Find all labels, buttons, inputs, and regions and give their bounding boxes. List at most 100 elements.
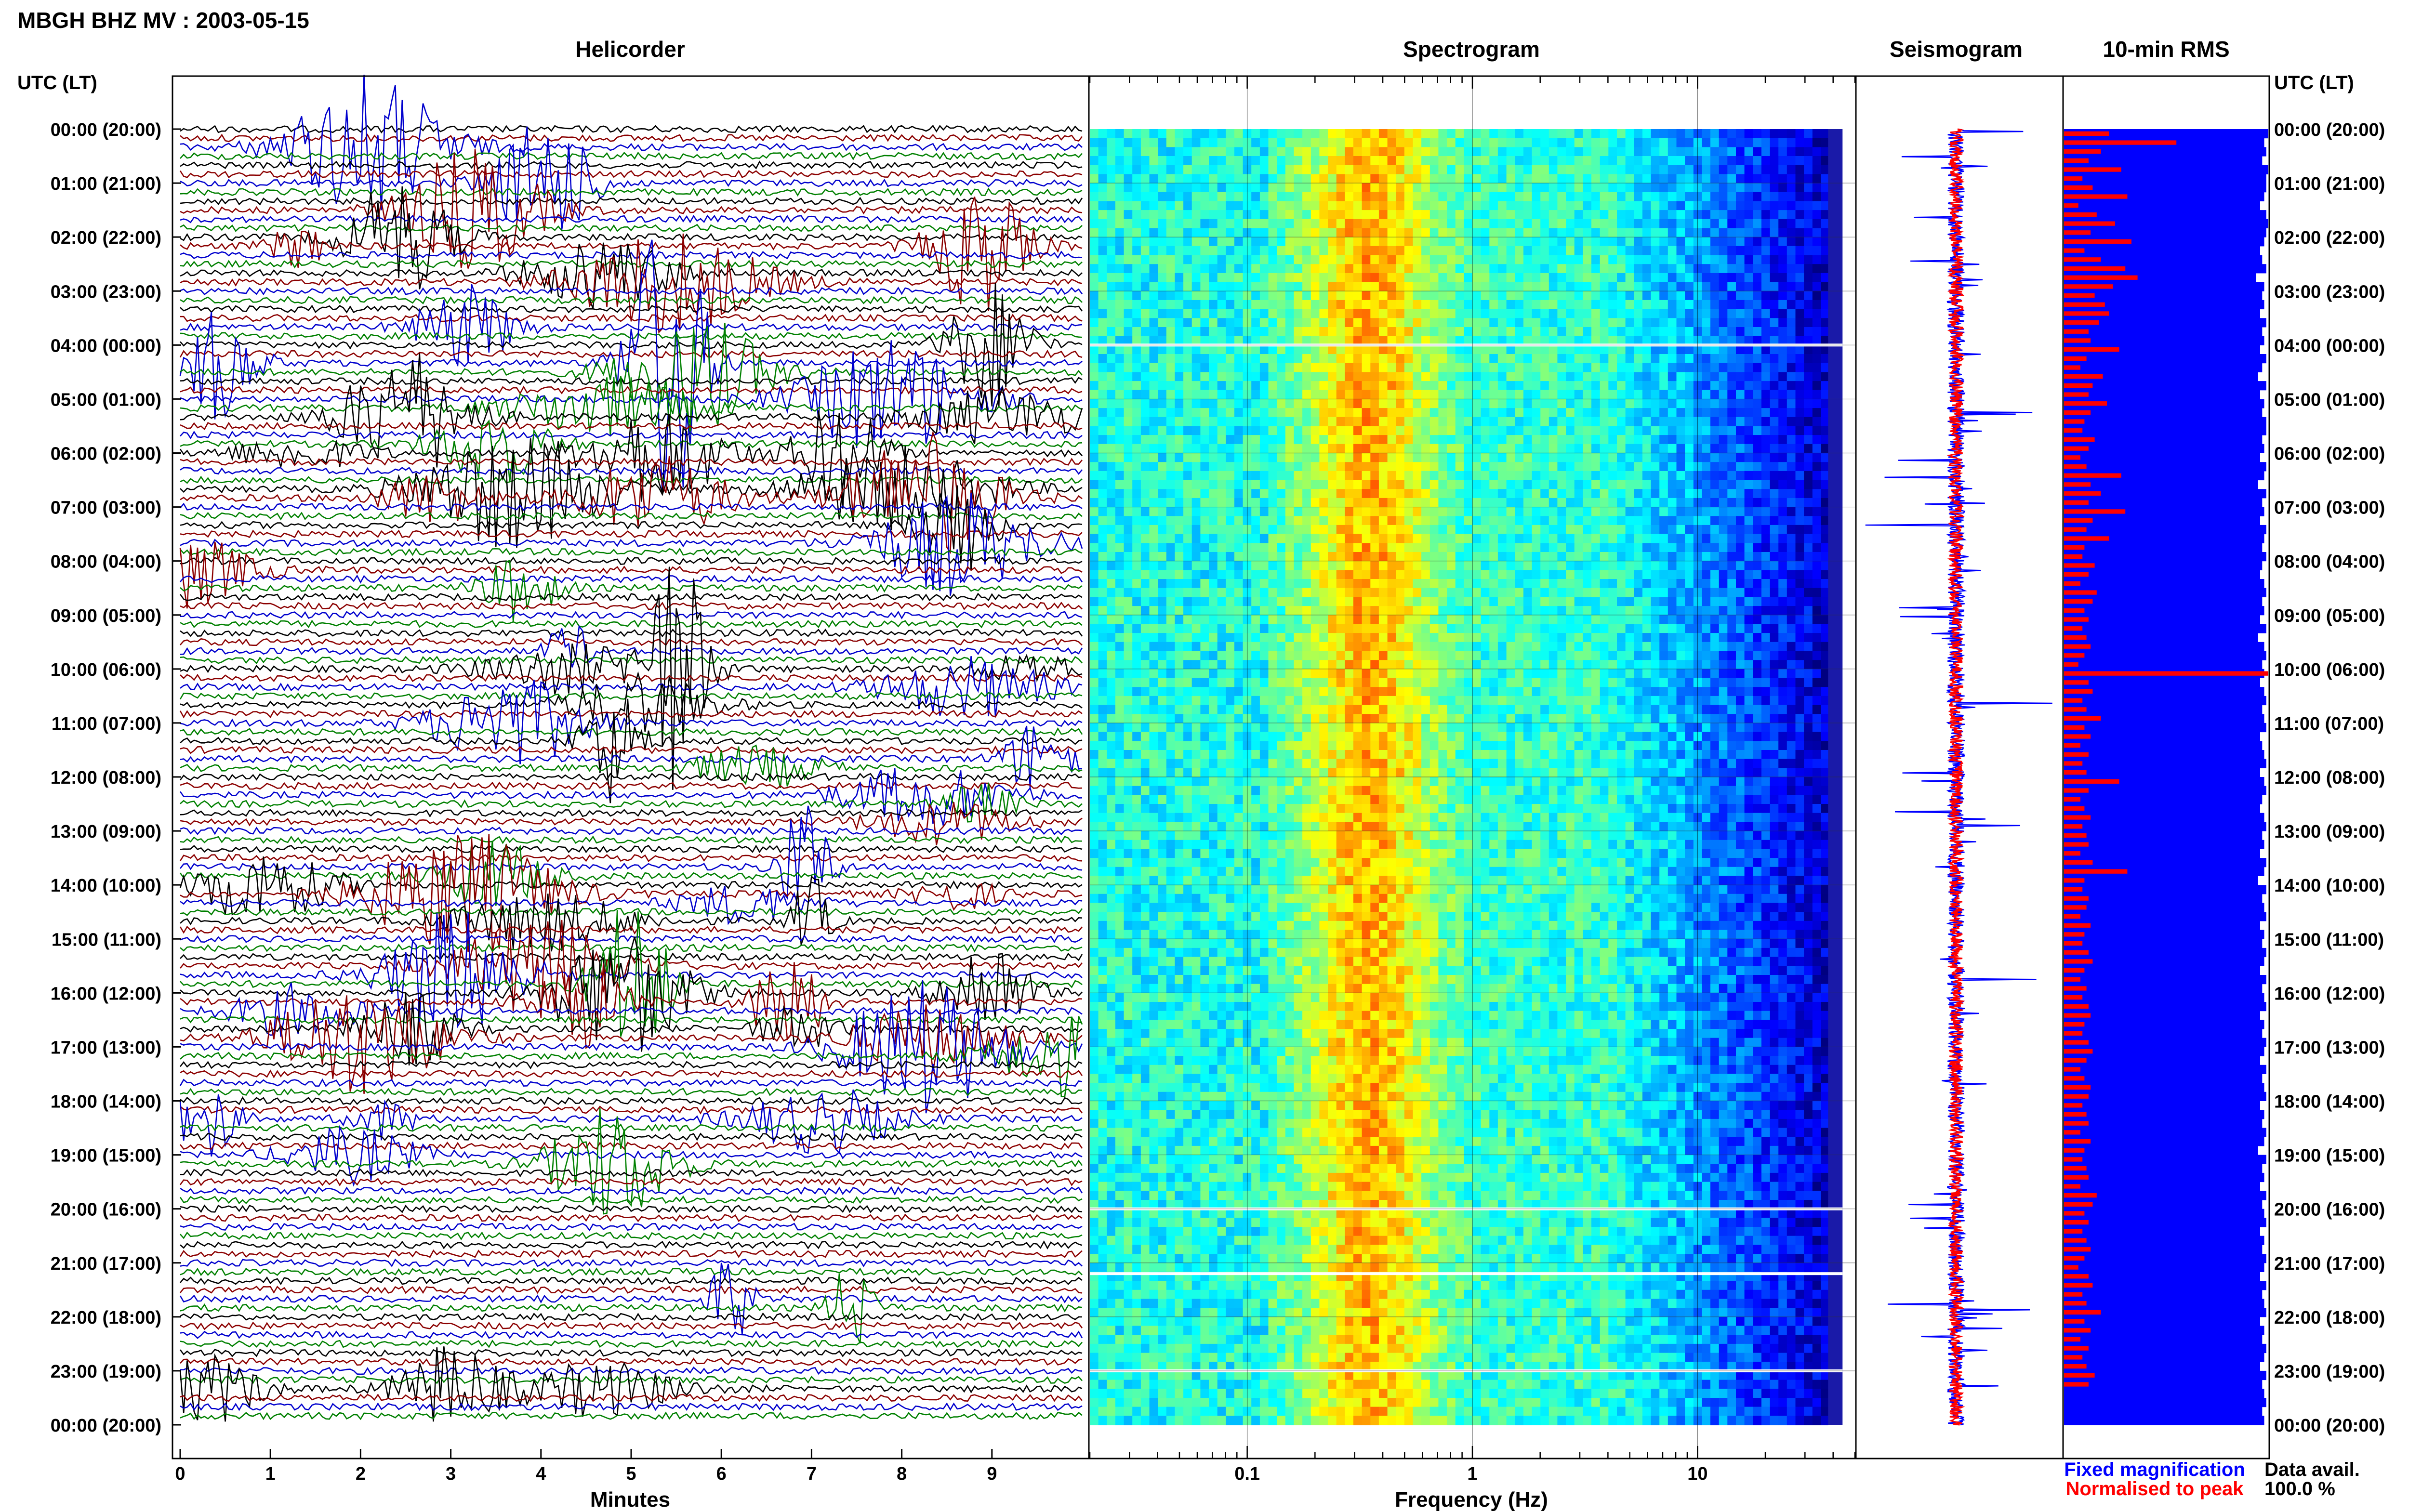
spectrogram-cell: [1302, 246, 1311, 256]
spectrogram-cell: [1523, 606, 1533, 616]
spectrogram-cell: [1532, 435, 1541, 445]
spectrogram-cell: [1489, 300, 1498, 310]
spectrogram-cell: [1549, 228, 1558, 237]
spectrogram-cell: [1804, 390, 1813, 400]
spectrogram-cell: [1506, 498, 1515, 508]
spectrogram-cell: [1251, 282, 1260, 292]
spectrogram-cell: [1515, 462, 1524, 472]
spectrogram-cell: [1302, 336, 1311, 346]
spectrogram-cell: [1753, 336, 1762, 346]
spectrogram-cell: [1430, 183, 1439, 193]
spectrogram-cell: [1336, 354, 1345, 364]
spectrogram-cell: [1532, 561, 1541, 571]
spectrogram-cell: [1804, 219, 1813, 229]
spectrogram-cell: [1098, 516, 1107, 526]
spectrogram-cell: [1761, 282, 1771, 292]
spectrogram-cell: [1634, 165, 1643, 175]
spectrogram-cell: [1583, 183, 1592, 193]
spectrogram-cell: [1132, 615, 1141, 625]
spectrogram-cell: [1166, 462, 1175, 472]
spectrogram-cell: [1294, 210, 1303, 220]
spectrogram-cell: [1591, 471, 1601, 481]
spectrogram-cell: [1812, 498, 1821, 508]
spectrogram-cell: [1217, 354, 1226, 364]
spectrogram-cell: [1115, 165, 1125, 175]
spectrogram-cell: [1506, 435, 1515, 445]
spectrogram-cell: [1753, 534, 1762, 544]
spectrogram-cell: [1404, 129, 1413, 139]
spectrogram-cell: [1574, 390, 1583, 400]
spectrogram-cell: [1387, 435, 1396, 445]
spectrogram-cell: [1472, 417, 1482, 427]
spectrogram-cell: [1149, 444, 1158, 454]
spectrogram-cell: [1124, 597, 1133, 606]
spectrogram-cell: [1634, 435, 1643, 445]
spectrogram-cell: [1591, 273, 1601, 283]
spectrogram-cell: [1090, 300, 1099, 310]
spectrogram-cell: [1549, 372, 1558, 381]
spectrogram-cell: [1821, 417, 1828, 427]
spectrogram-cell: [1098, 570, 1107, 579]
spectrogram-cell: [1761, 165, 1771, 175]
spectrogram-cell: [1387, 606, 1396, 616]
spectrogram-cell: [1149, 480, 1158, 489]
spectrogram-cell: [1676, 417, 1685, 427]
spectrogram-cell: [1098, 129, 1107, 139]
spectrogram-cell: [1617, 552, 1626, 562]
spectrogram-cell: [1753, 291, 1762, 301]
spectrogram-cell: [1124, 534, 1133, 544]
spectrogram-cell: [1200, 300, 1209, 310]
spectrogram-cell: [1115, 237, 1125, 247]
spectrogram-cell: [1251, 417, 1260, 427]
spectrogram-cell: [1336, 552, 1345, 562]
spectrogram-cell: [1362, 165, 1371, 175]
spectrogram-cell: [1497, 147, 1507, 157]
spectrogram-cell: [1787, 318, 1796, 328]
spectrogram-cell: [1744, 480, 1753, 489]
spectrogram-cell: [1259, 471, 1269, 481]
spectrogram-cell: [1685, 561, 1694, 571]
spectrogram-cell: [1447, 417, 1456, 427]
spectrogram-cell: [1770, 165, 1779, 175]
spectrogram-cell: [1761, 489, 1771, 499]
spectrogram-cell: [1421, 372, 1430, 381]
spectrogram-cell: [1277, 579, 1286, 589]
spectrogram-cell: [1481, 300, 1490, 310]
spectrogram-cell: [1574, 408, 1583, 418]
spectrogram-cell: [1447, 192, 1456, 202]
spectrogram-cell: [1090, 192, 1099, 202]
spectrogram-cell: [1183, 399, 1192, 408]
spectrogram-cell: [1744, 399, 1753, 408]
spectrogram-cell: [1532, 597, 1541, 606]
spectrogram-cell: [1158, 498, 1167, 508]
spectrogram-cell: [1175, 552, 1184, 562]
spectrogram-cell: [1098, 597, 1107, 606]
spectrogram-cell: [1140, 516, 1150, 526]
spectrogram-cell: [1430, 507, 1439, 517]
spectrogram-cell: [1251, 147, 1260, 157]
spectrogram-cell: [1140, 300, 1150, 310]
spectrogram-cell: [1294, 201, 1303, 210]
spectrogram-cell: [1404, 354, 1413, 364]
spectrogram-cell: [1294, 579, 1303, 589]
spectrogram-cell: [1591, 399, 1601, 408]
spectrogram-cell: [1566, 354, 1575, 364]
spectrogram-cell: [1124, 543, 1133, 552]
spectrogram-cell: [1310, 183, 1320, 193]
spectrogram-cell: [1328, 606, 1337, 616]
spectrogram-cell: [1651, 165, 1660, 175]
spectrogram-cell: [1234, 372, 1244, 381]
spectrogram-cell: [1497, 561, 1507, 571]
spectrogram-cell: [1234, 282, 1244, 292]
spectrogram-cell: [1549, 444, 1558, 454]
spectrogram-cell: [1778, 471, 1787, 481]
spectrogram-cell: [1328, 570, 1337, 579]
spectrogram-cell: [1430, 273, 1439, 283]
spectrogram-cell: [1234, 417, 1244, 427]
spectrogram-cell: [1140, 525, 1150, 535]
spectrogram-cell: [1642, 444, 1652, 454]
spectrogram-cell: [1345, 327, 1354, 337]
spectrogram-cell: [1617, 228, 1626, 237]
spectrogram-cell: [1532, 174, 1541, 184]
spectrogram-cell: [1583, 444, 1592, 454]
